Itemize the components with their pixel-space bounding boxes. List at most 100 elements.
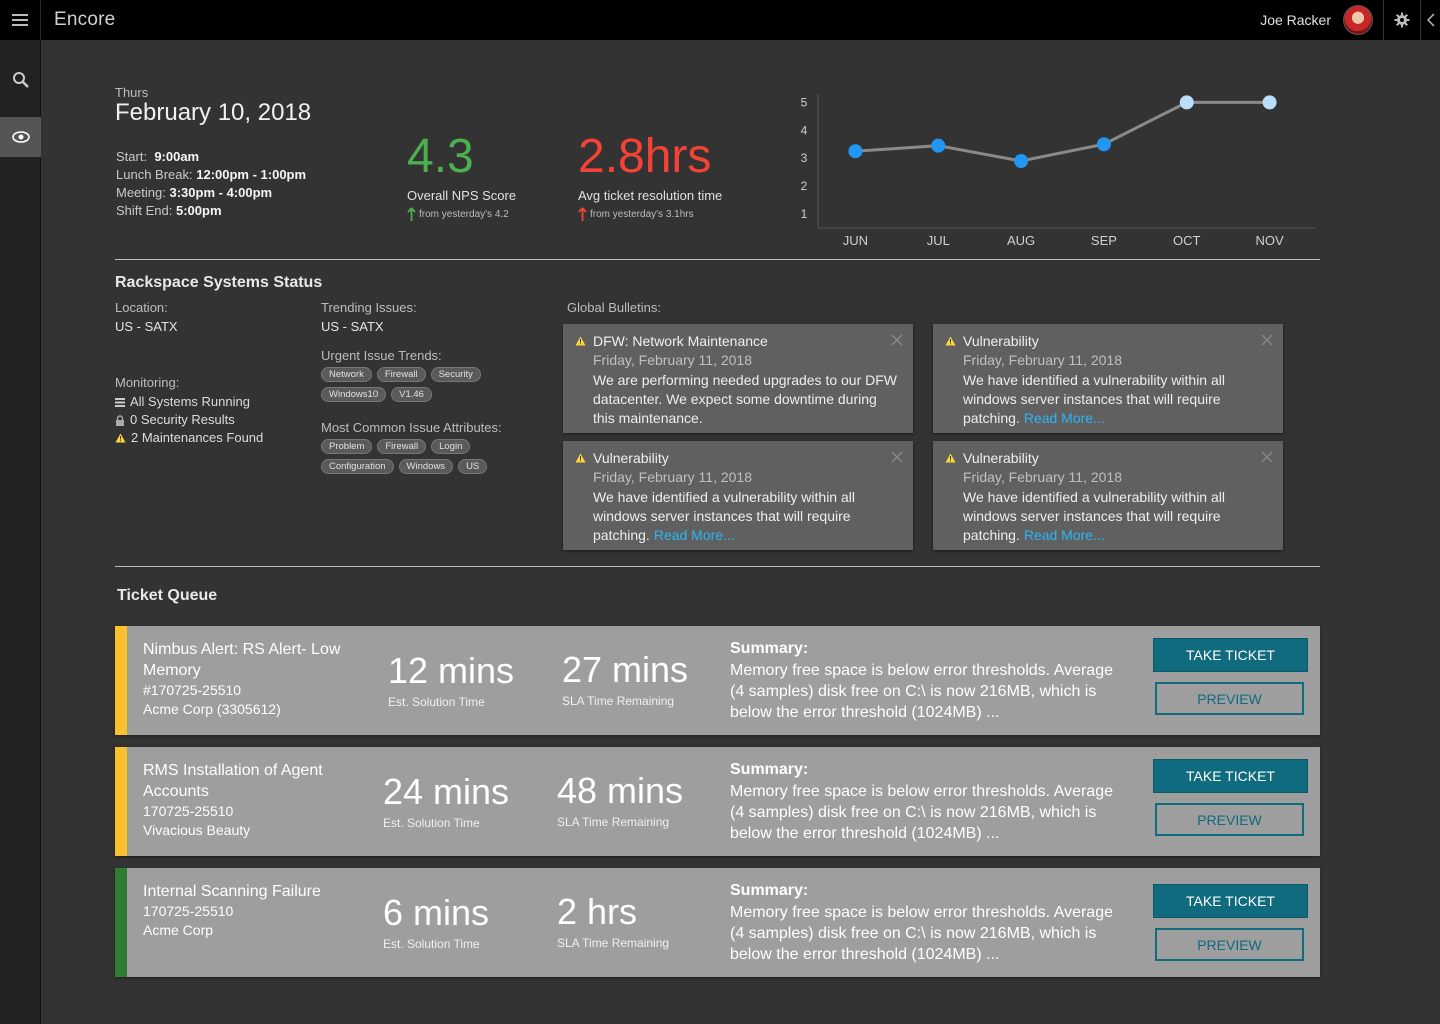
read-more-link[interactable]: Read More... xyxy=(1023,527,1105,543)
avatar[interactable] xyxy=(1343,5,1373,35)
warning-icon xyxy=(575,336,586,346)
data-point xyxy=(1179,95,1194,110)
sla-label: SLA Time Remaining xyxy=(557,815,670,829)
monitoring-label: Monitoring: xyxy=(115,375,180,390)
section-divider xyxy=(115,259,1320,260)
urgent-trends-label: Urgent Issue Trends: xyxy=(321,348,442,363)
ticket-summary: Memory free space is below error thresho… xyxy=(730,904,1113,963)
tag-chip[interactable]: Windows10 xyxy=(321,387,387,402)
resolution-kpi: 2.8hrs Avg ticket resolution time from y… xyxy=(578,132,722,221)
read-more-link[interactable]: Read More... xyxy=(1023,410,1105,426)
ticket-queue-title: Ticket Queue xyxy=(117,587,218,604)
take-ticket-button[interactable]: TAKE TICKET xyxy=(1153,759,1308,793)
close-icon[interactable] xyxy=(1261,451,1273,463)
take-ticket-button[interactable]: TAKE TICKET xyxy=(1153,638,1308,672)
trending-block: Trending Issues: US - SATX Urgent Issue … xyxy=(321,300,502,474)
take-ticket-button[interactable]: TAKE TICKET xyxy=(1153,884,1308,918)
data-point xyxy=(931,138,946,153)
chevron-left-icon xyxy=(1426,13,1435,27)
est-solution-label: Est. Solution Time xyxy=(383,816,480,830)
y-tick-label: 3 xyxy=(801,151,808,165)
close-icon[interactable] xyxy=(891,451,903,463)
search-button[interactable] xyxy=(0,60,41,100)
tag-chip[interactable]: Windows xyxy=(398,459,454,474)
tag-chip[interactable]: Network xyxy=(321,367,372,382)
ticket-card[interactable]: RMS Installation of Agent Accounts 17072… xyxy=(115,747,1320,856)
sla-label: SLA Time Remaining xyxy=(557,936,670,950)
est-solution-time: 24 mins xyxy=(383,771,510,812)
bulletin-date: Friday, February 11, 2018 xyxy=(963,352,1123,368)
tag-chip[interactable]: US xyxy=(458,459,488,474)
est-solution-label: Est. Solution Time xyxy=(388,695,485,709)
est-solution-label: Est. Solution Time xyxy=(383,937,480,951)
close-icon[interactable] xyxy=(891,334,903,346)
warning-icon xyxy=(945,453,956,463)
preview-button[interactable]: PREVIEW xyxy=(1155,682,1304,715)
ticket-card[interactable]: Internal Scanning Failure 170725-25510 A… xyxy=(115,868,1320,977)
collapse-panel-button[interactable] xyxy=(1421,0,1440,40)
bulletin-body: We have identified a vulnerability withi… xyxy=(963,489,1225,543)
bulletin-card: DFW: Network Maintenance Friday, Februar… xyxy=(563,324,913,433)
tag-chip[interactable]: Login xyxy=(431,439,471,454)
warning-icon xyxy=(115,433,126,443)
ticket-card[interactable]: Nimbus Alert: RS Alert- Low Memory #1707… xyxy=(115,626,1320,735)
preview-button[interactable]: PREVIEW xyxy=(1155,928,1304,961)
monitoring-block: Monitoring: All Systems Running 0 Securi… xyxy=(115,375,263,447)
tag-chip[interactable]: Security xyxy=(430,367,481,382)
settings-button[interactable] xyxy=(1384,0,1420,40)
hamburger-menu-button[interactable] xyxy=(0,0,41,40)
y-tick-label: 2 xyxy=(801,179,808,193)
resolution-value: 2.8hrs xyxy=(578,130,712,183)
preview-button[interactable]: PREVIEW xyxy=(1155,803,1304,836)
top-bar: Encore Joe Racker xyxy=(0,0,1440,40)
schedule-row: Start: 9:00am xyxy=(116,149,200,164)
bulletin-header: Vulnerability xyxy=(945,333,1039,349)
hamburger-icon xyxy=(12,14,28,26)
nps-value: 4.3 xyxy=(407,130,474,183)
bulletin-header: DFW: Network Maintenance xyxy=(575,333,768,349)
bulletin-date: Friday, February 11, 2018 xyxy=(963,469,1123,485)
y-tick-label: 1 xyxy=(801,207,808,221)
ticket-summary: Memory free space is below error thresho… xyxy=(730,662,1113,721)
trending-value: US - SATX xyxy=(321,319,384,334)
tag-chip[interactable]: Problem xyxy=(321,439,373,454)
sla-time-remaining: 48 mins xyxy=(557,770,684,811)
bulletin-title: Vulnerability xyxy=(963,450,1039,466)
bulletin-date: Friday, February 11, 2018 xyxy=(593,469,753,485)
bulletin-title: DFW: Network Maintenance xyxy=(593,333,768,349)
x-tick-label: AUG xyxy=(1007,233,1035,248)
read-more-link[interactable]: Read More... xyxy=(653,527,735,543)
systems-status-title: Rackspace Systems Status xyxy=(115,274,323,291)
bulletin-title: Vulnerability xyxy=(593,450,669,466)
x-tick-label: OCT xyxy=(1173,233,1201,248)
data-point xyxy=(848,144,863,159)
gear-icon xyxy=(1394,12,1410,28)
nps-trend-chart: 1 2 3 4 5 JUN JUL AUG SEP OCT NOV xyxy=(801,94,1315,248)
bulletin-header: Vulnerability xyxy=(945,450,1039,466)
location-block: Location: US - SATX xyxy=(115,300,178,334)
tag-chip[interactable]: Firewall xyxy=(376,367,426,382)
y-tick-label: 4 xyxy=(801,123,808,137)
tag-chip[interactable]: Firewall xyxy=(377,439,427,454)
resolution-label: Avg ticket resolution time xyxy=(578,188,723,203)
divider xyxy=(1420,0,1421,40)
bulletin-body: We are performing needed upgrades to our… xyxy=(593,372,898,426)
x-tick-label: JUL xyxy=(927,233,950,248)
arrow-up-icon xyxy=(407,207,416,221)
bulletin-date: Friday, February 11, 2018 xyxy=(593,352,753,368)
close-icon[interactable] xyxy=(1261,334,1273,346)
monitoring-item: 2 Maintenances Found xyxy=(115,429,263,447)
tag-chip[interactable]: Configuration xyxy=(321,459,394,474)
location-label: Location: xyxy=(115,300,168,315)
bulletin-card: Vulnerability Friday, February 11, 2018 … xyxy=(933,324,1283,433)
ticket-title: Internal Scanning Failure xyxy=(143,883,321,900)
common-attributes-label: Most Common Issue Attributes: xyxy=(321,420,502,435)
trending-label: Trending Issues: xyxy=(321,300,417,315)
dashboard-nav-button[interactable] xyxy=(0,117,41,157)
nps-label: Overall NPS Score xyxy=(407,188,517,203)
tag-chip[interactable]: V1.46 xyxy=(391,387,432,402)
user-name[interactable]: Joe Racker xyxy=(1260,12,1331,28)
schedule-row: Lunch Break: 12:00pm - 1:00pm xyxy=(116,167,307,182)
list-icon xyxy=(115,397,125,407)
y-tick-label: 5 xyxy=(801,95,808,109)
